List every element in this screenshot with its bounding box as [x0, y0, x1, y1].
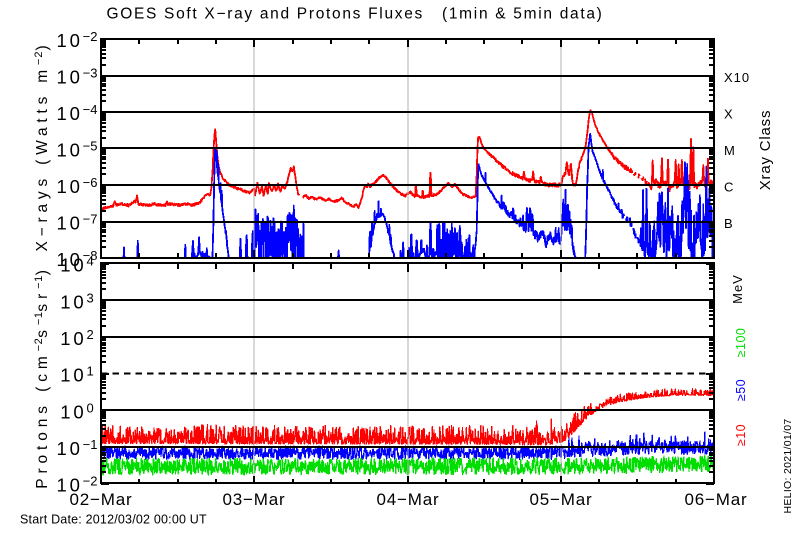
- svg-text:C: C: [724, 180, 734, 195]
- svg-text:06−Mar: 06−Mar: [685, 490, 748, 509]
- svg-text:Xray Class: Xray Class: [757, 110, 774, 191]
- svg-text:M: M: [724, 143, 736, 158]
- svg-text:102: 102: [60, 327, 93, 349]
- svg-text:Start Date: 2012/03/02 00:00 U: Start Date: 2012/03/02 00:00 UT: [20, 513, 207, 527]
- svg-text:104: 104: [60, 254, 93, 276]
- svg-text:X10: X10: [724, 70, 750, 85]
- svg-text:Protons (cm−2s−1sr−1): Protons (cm−2s−1sr−1): [33, 265, 51, 489]
- svg-text:B: B: [724, 216, 734, 231]
- svg-text:≥100: ≥100: [734, 328, 748, 358]
- svg-text:100: 100: [60, 400, 93, 422]
- svg-text:HELIO: 2021/01/07: HELIO: 2021/01/07: [782, 419, 794, 514]
- svg-text:≥50: ≥50: [734, 379, 748, 401]
- svg-text:≥10: ≥10: [734, 424, 748, 446]
- svg-text:X: X: [724, 107, 734, 122]
- svg-text:MeV: MeV: [730, 274, 745, 304]
- svg-text:05−Mar: 05−Mar: [530, 490, 593, 509]
- svg-text:02−Mar: 02−Mar: [70, 490, 133, 509]
- svg-text:GOES Soft X−ray and Protons Fl: GOES Soft X−ray and Protons Fluxes (1min…: [106, 6, 603, 23]
- svg-text:103: 103: [60, 290, 93, 312]
- svg-text:X−rays (Watts m−2): X−rays (Watts m−2): [33, 41, 51, 252]
- svg-text:03−Mar: 03−Mar: [223, 490, 286, 509]
- svg-text:101: 101: [60, 364, 93, 386]
- svg-text:04−Mar: 04−Mar: [377, 490, 440, 509]
